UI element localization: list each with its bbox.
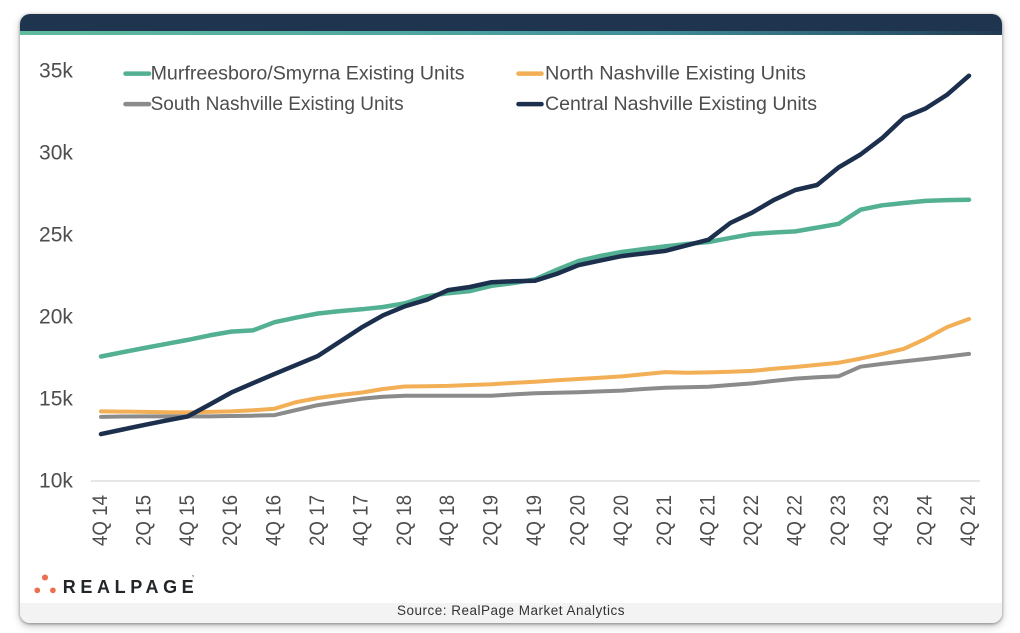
svg-text:4Q 17: 4Q 17 — [348, 495, 372, 546]
svg-text:4Q 16: 4Q 16 — [262, 495, 286, 546]
svg-text:4Q 14: 4Q 14 — [88, 495, 112, 546]
svg-text:10k: 10k — [39, 470, 73, 493]
svg-text:4Q 19: 4Q 19 — [522, 495, 546, 546]
svg-text:North Nashville Existing Units: North Nashville Existing Units — [545, 64, 806, 85]
svg-text:Murfreesboro/Smyrna Existing U: Murfreesboro/Smyrna Existing Units — [151, 64, 465, 85]
svg-text:2Q 21: 2Q 21 — [652, 495, 676, 546]
svg-text:4Q 15: 4Q 15 — [175, 495, 199, 546]
svg-text:4Q 20: 4Q 20 — [609, 495, 633, 546]
svg-text:4Q 24: 4Q 24 — [956, 495, 980, 546]
svg-text:2Q 19: 2Q 19 — [479, 495, 503, 546]
svg-text:ʼ: ʼ — [192, 574, 194, 584]
svg-text:4Q 21: 4Q 21 — [696, 495, 720, 546]
svg-text:2Q 18: 2Q 18 — [392, 495, 416, 546]
svg-text:REALPAGE: REALPAGE — [63, 577, 198, 597]
svg-text:2Q 20: 2Q 20 — [565, 495, 589, 546]
svg-text:2Q 17: 2Q 17 — [305, 495, 329, 546]
svg-text:15k: 15k — [39, 388, 73, 411]
svg-text:2Q 16: 2Q 16 — [218, 495, 242, 546]
svg-text:Central Nashville Existing Uni: Central Nashville Existing Units — [545, 94, 817, 115]
svg-text:2Q 23: 2Q 23 — [826, 495, 850, 546]
svg-text:35k: 35k — [39, 60, 73, 83]
svg-text:2Q 22: 2Q 22 — [739, 495, 763, 546]
svg-text:2Q 15: 2Q 15 — [131, 495, 155, 546]
svg-text:20k: 20k — [39, 306, 73, 329]
svg-text:30k: 30k — [39, 142, 73, 165]
svg-text:4Q 23: 4Q 23 — [869, 495, 893, 546]
svg-text:4Q 22: 4Q 22 — [782, 495, 806, 546]
svg-text:4Q 18: 4Q 18 — [435, 495, 459, 546]
svg-text:2Q 24: 2Q 24 — [913, 495, 937, 546]
svg-text:South Nashville Existing Units: South Nashville Existing Units — [151, 94, 404, 115]
svg-text:25k: 25k — [39, 224, 73, 247]
